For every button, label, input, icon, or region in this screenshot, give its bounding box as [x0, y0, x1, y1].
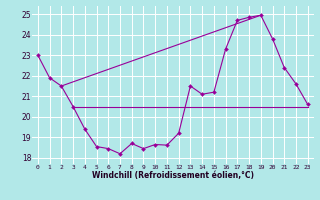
- X-axis label: Windchill (Refroidissement éolien,°C): Windchill (Refroidissement éolien,°C): [92, 171, 254, 180]
